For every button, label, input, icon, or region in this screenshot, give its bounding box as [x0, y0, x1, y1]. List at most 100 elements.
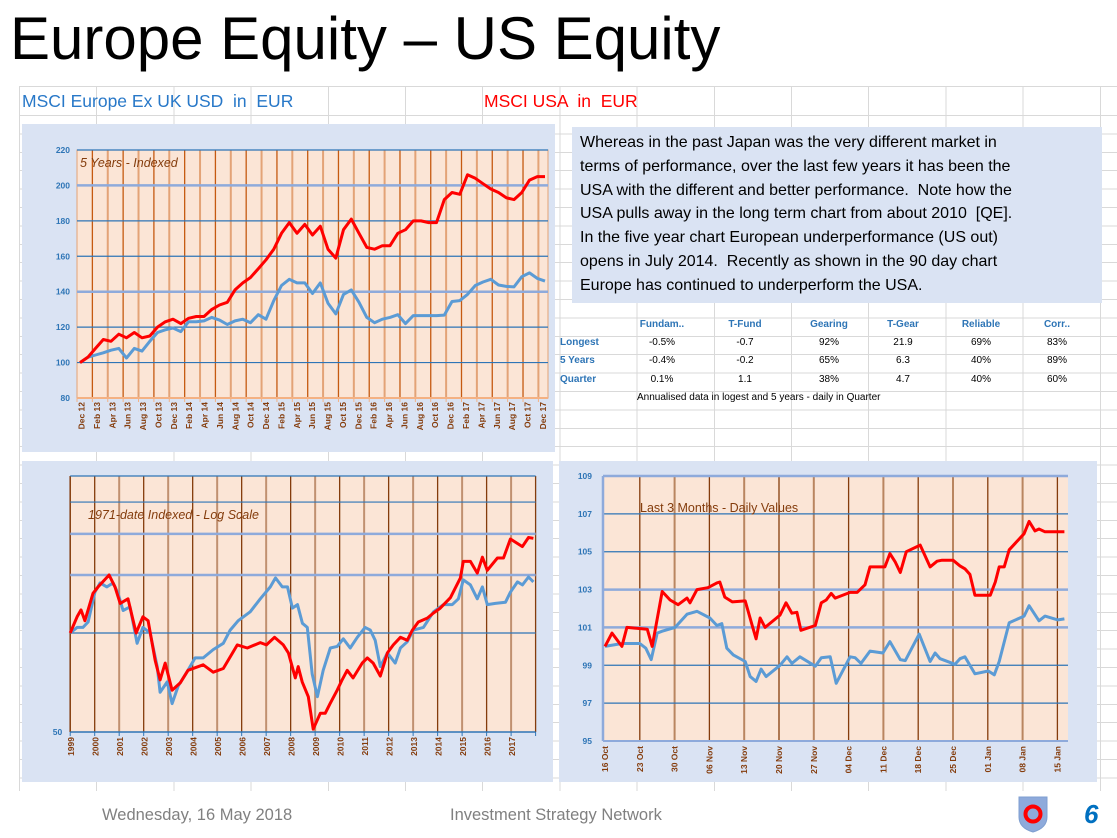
x-tick-label: Oct 13 [153, 402, 163, 428]
commentary-line: terms of performance, over the last few … [580, 157, 1011, 175]
x-tick-label: 11 Dec [878, 746, 888, 773]
table-cell: -0.2 [736, 355, 754, 366]
footer-organization: Investment Strategy Network [450, 806, 662, 824]
commentary-line: opens in July 2014. Recently as shown in… [580, 252, 998, 270]
table-cell: 6.3 [896, 355, 910, 366]
x-tick-label: Feb 14 [184, 402, 194, 429]
three-month-daily-chart: 95 97 99 101 103 105 107 109 16 Oct 23 Oct 30 Oct 0… [578, 471, 1068, 774]
row-label-longest: Longest [560, 337, 599, 348]
page-number: 6 [1084, 799, 1099, 829]
table-cell: 83% [1046, 337, 1067, 348]
x-tick-label: 20 Nov [774, 746, 784, 774]
x-tick-label: 2007 [262, 737, 272, 756]
chart-title: 5 Years - Indexed [80, 156, 179, 170]
shield-icon [1018, 796, 1048, 833]
table-cell: 0.1% [650, 374, 674, 385]
plot-area [603, 476, 1068, 741]
x-tick-label: Dec 17 [538, 402, 548, 430]
x-tick-label: 1999 [66, 737, 76, 756]
x-tick-label: 30 Oct [670, 746, 680, 772]
five-year-chart: 80 100 120 140 160 180 200 220 Dec 12 Feb 13 Apr 1… [56, 145, 549, 431]
x-tick-label: Apr 15 [292, 402, 302, 429]
x-tick-label: 2008 [287, 737, 297, 756]
ring-icon [1023, 804, 1043, 824]
commentary-line: Whereas in the past Japan was the very d… [580, 134, 997, 151]
x-tick-label: 04 Dec [844, 746, 854, 774]
column-header-t-gear: T-Gear [887, 319, 919, 330]
chart-title: 1971-date Indexed - Log Scale [88, 508, 259, 522]
y-tick-label: 99 [583, 660, 593, 670]
x-tick-label: Feb 17 [461, 402, 471, 429]
x-tick-label: 2012 [385, 737, 395, 756]
x-tick-label: Aug 17 [507, 402, 517, 431]
x-tick-label: Aug 15 [323, 402, 333, 431]
chart-title: Last 3 Months - Daily Values [640, 501, 798, 515]
x-tick-label: Aug 16 [415, 402, 425, 431]
x-tick-label: 2013 [409, 737, 419, 756]
series-line-europe [604, 604, 1065, 685]
table-cell: 21.9 [893, 337, 913, 348]
x-tick-label: 2003 [164, 737, 174, 756]
shield-ring-logo-icon [1017, 795, 1049, 833]
x-tick-label: Dec 16 [446, 402, 456, 430]
table-cell: -0.7 [736, 337, 754, 348]
column-header-fundam: Fundam.. [639, 319, 685, 330]
y-tick-label: 109 [578, 471, 592, 481]
commentary-line: Europe has continued to underperform the… [580, 276, 923, 294]
y-tick-label: 100 [56, 358, 70, 368]
column-header-gearing: Gearing [810, 319, 848, 330]
x-tick-label: 13 Nov [739, 746, 749, 774]
column-header-t-fund: T-Fund [728, 319, 762, 330]
table-cell: 92% [818, 337, 839, 348]
y-tick-label: 200 [56, 180, 70, 190]
table-cell: 1.1 [738, 374, 752, 385]
y-tick-label: 97 [583, 698, 593, 708]
table-cell: 40% [970, 374, 991, 385]
series-line-europe [79, 271, 546, 364]
table-cell: -0.5% [648, 337, 676, 348]
x-tick-label: Jun 14 [215, 402, 225, 429]
x-tick-label: 27 Nov [809, 746, 819, 774]
series-line-usa [68, 536, 534, 731]
commentary-box: Whereas in the past Japan was the very d… [572, 127, 1102, 303]
y-tick-label: 105 [578, 547, 592, 557]
x-tick-label: Apr 16 [384, 402, 394, 429]
three-month-chart-panel: 95 97 99 101 103 105 107 109 16 Oct 23 Oct 30 Oct 0… [559, 461, 1097, 782]
long-term-chart-panel: 50 1999 2000 2001 2002 2003 2004 2005 2006 2007 20… [22, 461, 553, 782]
x-tick-label: Aug 13 [138, 402, 148, 431]
x-tick-label: 2002 [140, 737, 150, 756]
x-tick-label: 2016 [483, 737, 493, 756]
x-tick-label: 23 Oct [635, 746, 645, 772]
series-line-usa [79, 173, 545, 364]
footer-date: Wednesday, 16 May 2018 [102, 806, 293, 824]
x-tick-label: Dec 12 [77, 402, 87, 430]
y-tick-label: 140 [56, 287, 70, 297]
x-tick-label: 2006 [238, 737, 248, 756]
five-year-chart-panel: 80 100 120 140 160 180 200 220 Dec 12 Feb 13 Apr 1… [22, 124, 555, 452]
x-tick-label: 2001 [115, 737, 125, 756]
x-tick-label: 2015 [458, 737, 468, 756]
x-tick-label: 18 Dec [913, 746, 923, 774]
table-cell: 40% [970, 355, 991, 366]
plot-area [76, 149, 549, 399]
x-tick-label: 16 Oct [600, 746, 610, 772]
x-tick-label: Aug 14 [230, 402, 240, 431]
table-cell: 89% [1046, 355, 1067, 366]
x-tick-label: Jun 17 [492, 402, 502, 429]
x-tick-label: 06 Nov [704, 746, 714, 774]
y-tick-label: 103 [578, 585, 592, 595]
plot-area [70, 476, 536, 732]
x-tick-label: Feb 15 [276, 402, 286, 429]
x-tick-label: Apr 13 [107, 402, 117, 429]
x-tick-label: 01 Jan [983, 746, 993, 772]
table-cell: 38% [818, 374, 839, 385]
commentary-line: USA with the different and better perfor… [580, 181, 1012, 199]
y-tick-label: 50 [53, 727, 63, 737]
shield-shape [1018, 796, 1048, 833]
y-tick-label: 180 [56, 216, 70, 226]
x-tick-label: 15 Jan [1052, 746, 1062, 772]
x-tick-label: 2004 [189, 737, 199, 756]
x-tick-label: 25 Dec [948, 746, 958, 774]
y-tick-label: 101 [578, 622, 592, 632]
